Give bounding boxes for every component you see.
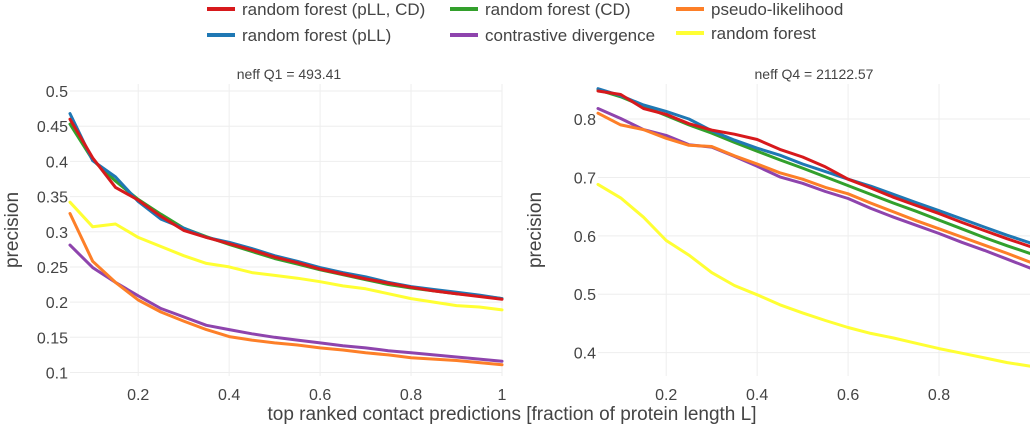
y-tick-label: 0.5	[46, 84, 68, 101]
legend-label: random forest (pLL)	[242, 26, 391, 45]
legend-label: random forest	[711, 24, 816, 43]
legend-item[interactable]: random forest (CD)	[450, 0, 630, 19]
legend-item[interactable]: random forest (pLL)	[207, 26, 391, 45]
y-axis-label: precision	[2, 192, 23, 268]
series-line	[68, 112, 504, 301]
x-tick-label: 0.4	[746, 387, 768, 404]
series-line	[68, 243, 504, 363]
gridlines	[70, 84, 503, 376]
x-tick-label: 1	[498, 387, 507, 404]
legend-item[interactable]: contrastive divergence	[450, 26, 655, 45]
y-tick-label: 0.2	[46, 295, 68, 312]
x-tick-label: 0.8	[928, 387, 950, 404]
series-line	[68, 212, 504, 367]
x-tick-label: 0.6	[309, 387, 331, 404]
y-axis-label: precision	[525, 192, 546, 268]
x-axis-label: top ranked contact predictions [fraction…	[267, 404, 756, 425]
legend-label: pseudo-likelihood	[711, 0, 843, 19]
x-tick-label: 0.6	[837, 387, 859, 404]
series-line	[596, 111, 1030, 264]
series-line	[596, 87, 1030, 245]
x-tick-label: 0.2	[655, 387, 677, 404]
y-tick-label: 0.35	[37, 190, 68, 207]
x-tick-label: 0.2	[127, 387, 149, 404]
legend-item[interactable]: random forest (pLL, CD)	[207, 0, 425, 19]
legend-label: contrastive divergence	[485, 26, 655, 45]
x-tick-label: 0.8	[400, 387, 422, 404]
panel-title: neff Q1 = 493.41	[237, 66, 342, 82]
panel-q4: 0.2 0.4 0.6 0.8 0.4 0.5 0.6 0.7 0.8 precision neff…	[525, 66, 1030, 404]
legend-item[interactable]: pseudo-likelihood	[676, 0, 843, 19]
y-tick-label: 0.15	[37, 330, 68, 347]
series-line	[68, 117, 504, 301]
y-tick-label: 0.8	[574, 112, 596, 129]
y-tick-label: 0.5	[574, 287, 596, 304]
panel-title: neff Q4 = 21122.57	[755, 66, 874, 82]
legend: random forest (pLL, CD) random forest (pL…	[207, 0, 843, 45]
y-tick-label: 0.4	[46, 154, 68, 171]
y-tick-label: 0.6	[574, 229, 596, 246]
series-line	[596, 182, 1030, 368]
y-tick-label: 0.45	[37, 119, 68, 136]
legend-label: random forest (pLL, CD)	[242, 0, 425, 19]
series-line	[596, 89, 1030, 248]
y-tick-label: 0.3	[46, 225, 68, 242]
y-tick-label: 0.7	[574, 170, 596, 187]
panel-q1: 0.2 0.4 0.6 0.8 1 0.1 0.15 0.2 0.25 0.3 0.35 0.4 0.4…	[2, 66, 507, 404]
y-tick-label: 0.1	[46, 365, 68, 382]
series-line	[68, 200, 504, 312]
series-line	[68, 122, 504, 301]
y-tick-label: 0.4	[574, 346, 596, 363]
series-line	[596, 107, 1030, 270]
x-tick-label: 0.4	[218, 387, 240, 404]
y-tick-label: 0.25	[37, 260, 68, 277]
legend-label: random forest (CD)	[485, 0, 630, 19]
legend-item[interactable]: random forest	[676, 24, 816, 43]
